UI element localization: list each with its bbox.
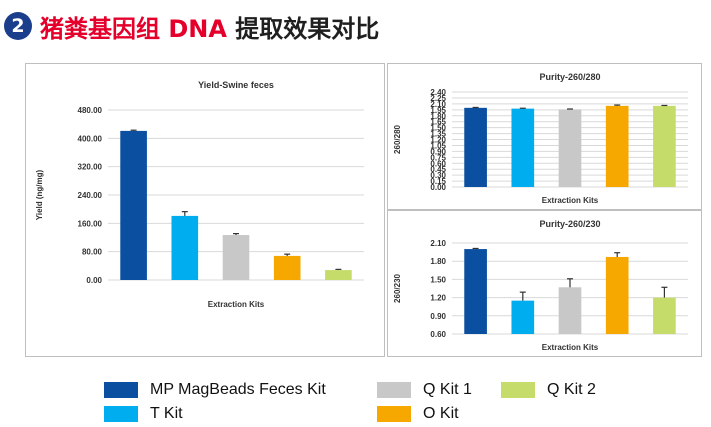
legend-swatch-q1 xyxy=(377,382,411,398)
purity230-bar-t xyxy=(511,300,535,334)
legend-item-q2: Q Kit 2 xyxy=(501,381,596,399)
legend-label-q2: Q Kit 2 xyxy=(547,381,596,398)
section-title-dark: 提取效果对比 xyxy=(235,14,380,43)
purity230-bar-o xyxy=(605,256,629,334)
purity280-ytick-label: 1.05 xyxy=(430,141,446,150)
purity230-ytick-label: 1.50 xyxy=(430,275,446,284)
purity280-ytick-label: 0.00 xyxy=(430,183,446,192)
yield-ytick-label: 80.00 xyxy=(82,248,103,257)
purity280-ytick-label: 0.30 xyxy=(430,171,446,180)
yield-ytick-label: 160.00 xyxy=(78,219,103,228)
yield-ytick-label: 320.00 xyxy=(78,163,103,172)
yield-chart: Yield-Swine feces 0.00 80.00 160.00 240.00 32… xyxy=(35,80,364,309)
purity280-bar-q1 xyxy=(558,109,582,187)
purity230-ytick-label: 1.20 xyxy=(430,294,446,303)
yield-ytick-label: 400.00 xyxy=(78,134,103,143)
purity230-title: Purity-260/230 xyxy=(539,219,600,229)
purity280-ytick-label: 1.50 xyxy=(430,124,446,133)
purity230-ytick-label: 0.60 xyxy=(430,330,446,339)
legend-item-mp: MP MagBeads Feces Kit xyxy=(104,381,326,399)
purity280-ytick-label: 0.75 xyxy=(430,153,446,162)
yield-ytick-label: 480.00 xyxy=(78,106,103,115)
legend-label-t: T Kit xyxy=(150,405,183,422)
section-number-badge: 2 xyxy=(4,12,32,40)
purity230-ytick-label: 0.90 xyxy=(430,312,446,321)
purity280-bar-q2 xyxy=(653,105,676,187)
purity230-bar-mp xyxy=(464,249,487,334)
yield-bar-t xyxy=(171,215,199,280)
purity280-ytick-label: 1.95 xyxy=(430,106,446,115)
yield-ytick-label: 0.00 xyxy=(86,276,102,285)
purity280-bar-o xyxy=(605,105,629,187)
purity280-ytick-label: 1.20 xyxy=(430,136,446,145)
purity280-xlabel: Extraction Kits xyxy=(542,196,599,205)
purity280-bar-t xyxy=(511,108,535,187)
purity280-ytick-label: 1.65 xyxy=(430,118,446,127)
purity280-ytick-label: 2.40 xyxy=(430,88,446,97)
legend: MP MagBeads Feces Kit T Kit Q Kit 1 O Ki… xyxy=(0,375,711,425)
yield-title: Yield-Swine feces xyxy=(198,80,274,90)
yield-bar-mp xyxy=(120,130,147,280)
purity-260-280-chart: Purity-260/280 0.000.150.300.450.600.750.… xyxy=(393,72,688,205)
legend-swatch-mp xyxy=(104,382,138,398)
yield-xlabel: Extraction Kits xyxy=(208,300,265,309)
legend-label-q1: Q Kit 1 xyxy=(423,381,472,398)
purity280-ytick-label: 2.25 xyxy=(430,94,446,103)
legend-item-t: T Kit xyxy=(104,405,183,423)
purity280-ylabel: 260/280 xyxy=(393,124,402,153)
purity230-bar-q1 xyxy=(558,287,582,334)
yield-chart-panel: Yield-Swine feces 0.00 80.00 160.00 240.00 32… xyxy=(25,63,385,357)
legend-swatch-o xyxy=(377,406,411,422)
purity230-ytick-label: 1.80 xyxy=(430,257,446,266)
legend-swatch-t xyxy=(104,406,138,422)
purity280-ytick-label: 0.90 xyxy=(430,147,446,156)
purity280-bar-mp xyxy=(464,107,487,187)
legend-label-o: O Kit xyxy=(423,405,459,422)
purity280-ytick-label: 1.80 xyxy=(430,112,446,121)
yield-bar-o xyxy=(273,255,301,280)
legend-swatch-q2 xyxy=(501,382,535,398)
purity280-ytick-label: 1.35 xyxy=(430,130,446,139)
purity-260-230-chart: Purity-260/230 0.60 0.90 1.20 1.50 1.80 2.10 Ex… xyxy=(393,219,688,352)
legend-item-q1: Q Kit 1 xyxy=(377,381,472,399)
purity280-ytick-label: 0.60 xyxy=(430,159,446,168)
purity230-ylabel: 260/230 xyxy=(393,273,402,302)
purity280-ytick-label: 2.10 xyxy=(430,100,446,109)
yield-bar-q1 xyxy=(222,235,250,280)
purity-260-280-chart-panel: Purity-260/280 0.00 0.15 0.30 0.45 0.60 0.75 0.… xyxy=(387,63,702,210)
section-title-red: 猪粪基因组 DNA xyxy=(40,14,227,43)
purity280-ytick-label: 0.45 xyxy=(430,165,446,174)
purity230-xlabel: Extraction Kits xyxy=(542,343,599,352)
purity-260-230-chart-panel: Purity-260/230 0.60 0.90 1.20 1.50 1.80 2.10 Ex… xyxy=(387,210,702,357)
purity280-title: Purity-260/280 xyxy=(539,72,600,82)
purity280-ytick-label: 0.15 xyxy=(430,177,446,186)
yield-bar-q2 xyxy=(325,270,352,280)
legend-label-mp: MP MagBeads Feces Kit xyxy=(150,381,326,398)
section-title: 猪粪基因组 DNA 提取效果对比 xyxy=(40,9,379,44)
section-header: 2 猪粪基因组 DNA 提取效果对比 xyxy=(4,6,379,46)
purity230-ytick-label: 2.10 xyxy=(430,239,446,248)
purity230-bar-q2 xyxy=(653,297,676,334)
yield-ylabel: Yield (ng/mg) xyxy=(35,169,44,220)
yield-ytick-label: 240.00 xyxy=(78,191,103,200)
legend-item-o: O Kit xyxy=(377,405,459,423)
